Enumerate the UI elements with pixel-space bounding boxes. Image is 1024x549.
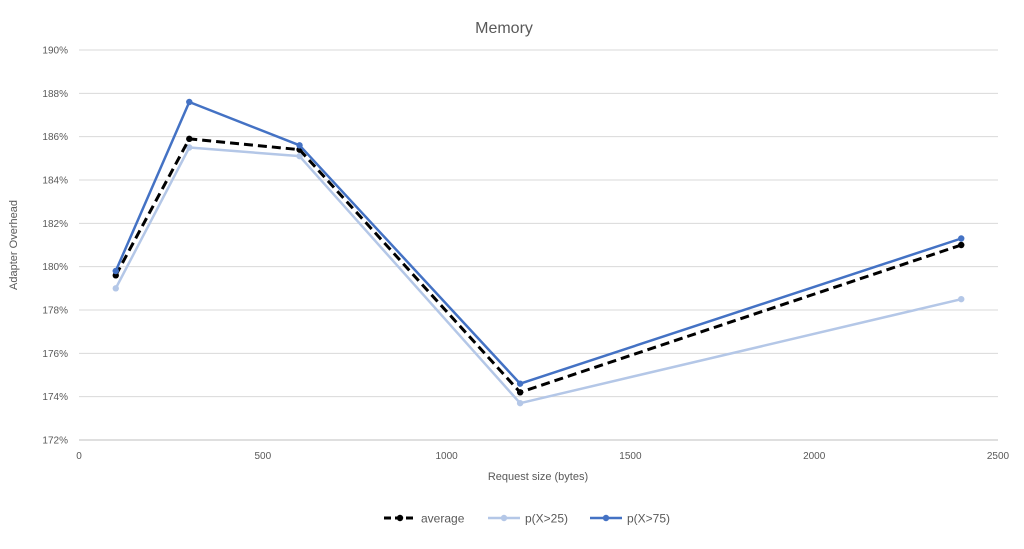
legend-item: p(X>25) xyxy=(488,512,568,526)
y-tick-label: 178% xyxy=(42,306,68,317)
x-axis-title: Request size (bytes) xyxy=(488,471,588,483)
legend-label: p(X>25) xyxy=(525,512,568,526)
data-point xyxy=(186,98,193,106)
series-layer xyxy=(112,98,965,407)
data-point xyxy=(516,389,524,396)
legend-swatch-marker xyxy=(396,514,404,522)
legend: average p(X>25) p(X>75) xyxy=(384,512,670,526)
data-point xyxy=(958,235,965,242)
y-tick-label: 190% xyxy=(42,46,68,57)
series-average xyxy=(112,135,965,396)
y-tick-label: 172% xyxy=(42,436,68,447)
x-tick-label: 500 xyxy=(254,451,271,462)
legend-item: p(X>75) xyxy=(590,512,670,526)
y-tick-label: 184% xyxy=(42,176,68,187)
legend-item: average xyxy=(384,512,465,526)
y-tick-label: 188% xyxy=(42,89,68,100)
x-tick-label: 1500 xyxy=(619,451,642,462)
x-tick-label: 2500 xyxy=(987,451,1010,462)
series-line xyxy=(114,100,962,385)
y-tick-label: 186% xyxy=(42,132,68,143)
series-line xyxy=(114,146,962,405)
gridlines xyxy=(79,49,998,441)
data-point xyxy=(516,399,524,407)
y-tick-label: 180% xyxy=(42,262,68,273)
data-point xyxy=(958,295,965,303)
series-p(X>25) xyxy=(112,144,965,407)
x-tick-label: 2000 xyxy=(803,451,826,462)
legend-swatch-marker xyxy=(602,514,610,522)
series-line xyxy=(114,137,962,394)
y-tick-label: 176% xyxy=(42,349,68,360)
data-point xyxy=(112,285,119,292)
legend-swatch-marker xyxy=(500,514,508,522)
data-point xyxy=(516,380,524,387)
series-p(X>75) xyxy=(112,98,965,387)
y-tick-label: 174% xyxy=(42,392,68,403)
data-point xyxy=(296,142,303,149)
chart-title: Memory xyxy=(475,20,533,37)
data-point xyxy=(186,144,193,151)
y-axis: 172% 174% 176% 178% 180% 182% 184% 186% 188% 190% xyxy=(42,46,68,447)
y-axis-title: Adapter Overhead xyxy=(8,200,20,290)
legend-label: p(X>75) xyxy=(627,512,670,526)
data-point xyxy=(296,152,303,160)
y-tick-label: 182% xyxy=(42,219,68,230)
data-point xyxy=(186,135,193,143)
x-axis: 0 500 1000 1500 2000 2500 xyxy=(76,451,1009,462)
data-point xyxy=(958,241,965,249)
x-tick-label: 0 xyxy=(76,451,82,462)
legend-label: average xyxy=(421,512,465,526)
x-tick-label: 1000 xyxy=(435,451,458,462)
data-point xyxy=(112,267,119,275)
